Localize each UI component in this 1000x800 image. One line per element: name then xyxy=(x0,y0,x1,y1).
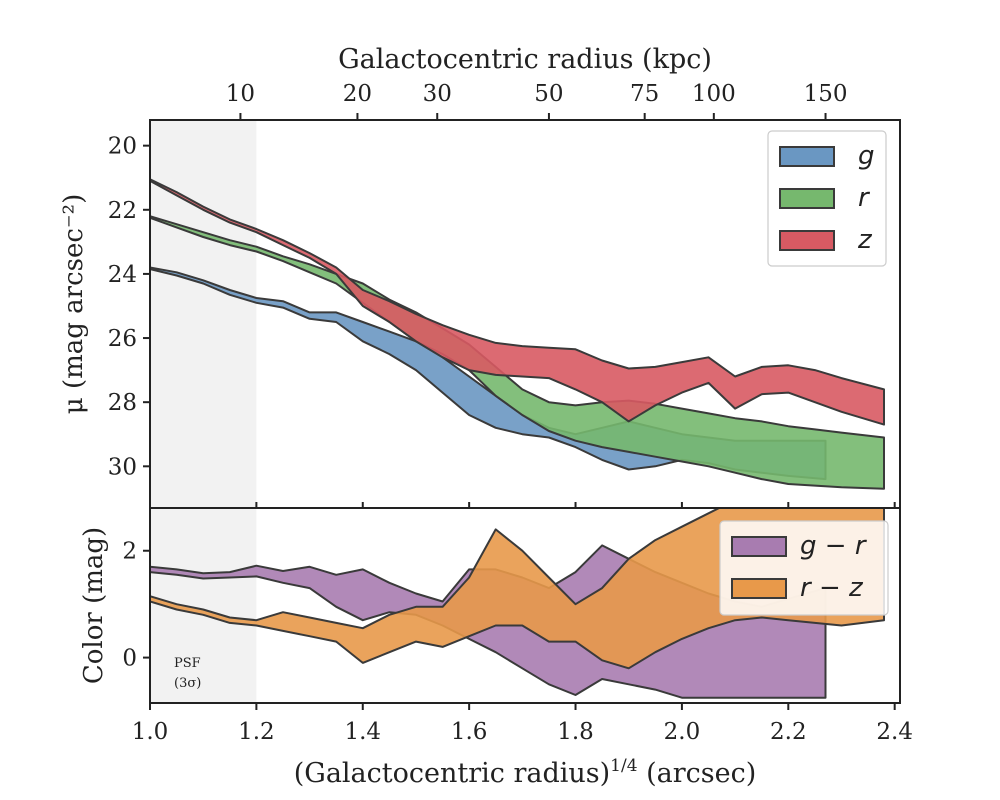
arcsec-tick-label: 1.4 xyxy=(344,719,381,745)
legend-label: z xyxy=(857,225,873,255)
arcsec-tick-label: 1.6 xyxy=(451,719,488,745)
surface-brightness-axis-label: μ (mag arcsec⁻²) xyxy=(59,194,89,414)
arcsec-axis-label-unit: (arcsec) xyxy=(638,758,757,789)
bottom-y-axis-ticks: 02 xyxy=(122,539,150,672)
legend-swatch xyxy=(779,146,835,167)
legend-swatch xyxy=(779,230,835,251)
top-ytick-label: 28 xyxy=(108,390,137,416)
kpc-tick-label: 100 xyxy=(692,81,736,107)
legend-swatch xyxy=(731,536,787,557)
kpc-tick-label: 50 xyxy=(534,81,563,107)
bottom-panel-frame xyxy=(149,507,901,704)
arcsec-tick-label: 2.0 xyxy=(664,719,701,745)
arcsec-axis-label: (Galactocentric radius)1/4 (arcsec) xyxy=(294,756,757,789)
bottom-legend: g − r r − z xyxy=(719,520,889,616)
arcsec-tick-label: 2.4 xyxy=(876,719,913,745)
kpc-axis-ticks: 10 20 30 50 75 100 150 xyxy=(226,81,848,120)
top-legend: grz xyxy=(767,130,887,267)
top-ytick-label: 22 xyxy=(108,198,137,224)
legend-label: r xyxy=(858,183,871,213)
kpc-tick-label: 20 xyxy=(343,81,372,107)
kpc-tick-label: 30 xyxy=(423,81,452,107)
psf-annotation-line1: PSF xyxy=(174,656,201,671)
kpc-tick-label: 150 xyxy=(804,81,848,107)
arcsec-axis-ticks: 1.0 1.2 1.4 1.6 1.8 2.0 2.2 2.4 xyxy=(132,703,913,745)
kpc-tick-label: 75 xyxy=(630,81,659,107)
bottom-ytick-label: 0 xyxy=(122,646,137,672)
top-panel: 20 22 24 26 28 30 10 20 30 50 75 100 150 Galactocen… xyxy=(59,44,901,509)
top-ytick-label: 30 xyxy=(108,454,137,480)
arcsec-axis-label-exponent: 1/4 xyxy=(610,756,637,776)
legend-label: g xyxy=(858,141,875,171)
legend-label: r − z xyxy=(800,573,864,603)
psf-shaded-region-top xyxy=(150,120,257,508)
bottom-ytick-label: 2 xyxy=(122,539,137,565)
legend-swatch xyxy=(779,188,835,209)
top-ytick-label: 24 xyxy=(108,262,137,288)
top-ytick-label: 26 xyxy=(108,326,137,352)
arcsec-axis-label-main: (Galactocentric radius) xyxy=(294,758,610,789)
kpc-axis-label: Galactocentric radius (kpc) xyxy=(338,44,712,75)
color-bands xyxy=(150,508,885,699)
band-z xyxy=(150,178,885,426)
top-y-axis-ticks: 20 22 24 26 28 30 xyxy=(108,134,150,480)
color-axis-label: Color (mag) xyxy=(79,527,109,684)
surface-brightness-bands xyxy=(150,178,885,490)
band-rz xyxy=(150,508,885,670)
legend-label: g − r xyxy=(800,531,868,561)
arcsec-tick-label: 1.0 xyxy=(132,719,169,745)
arcsec-tick-label: 1.2 xyxy=(238,719,275,745)
top-ytick-label: 20 xyxy=(108,134,137,160)
arcsec-tick-label: 1.8 xyxy=(557,719,594,745)
arcsec-tick-label: 2.2 xyxy=(770,719,807,745)
kpc-tick-label: 10 xyxy=(226,81,255,107)
psf-annotation-line2: (3σ) xyxy=(174,676,201,691)
bottom-panel: 02 1.0 1.2 1.4 1.6 1.8 2.0 2.2 2.4 PSF (3σ) Col… xyxy=(79,507,913,789)
legend-swatch xyxy=(731,578,787,599)
